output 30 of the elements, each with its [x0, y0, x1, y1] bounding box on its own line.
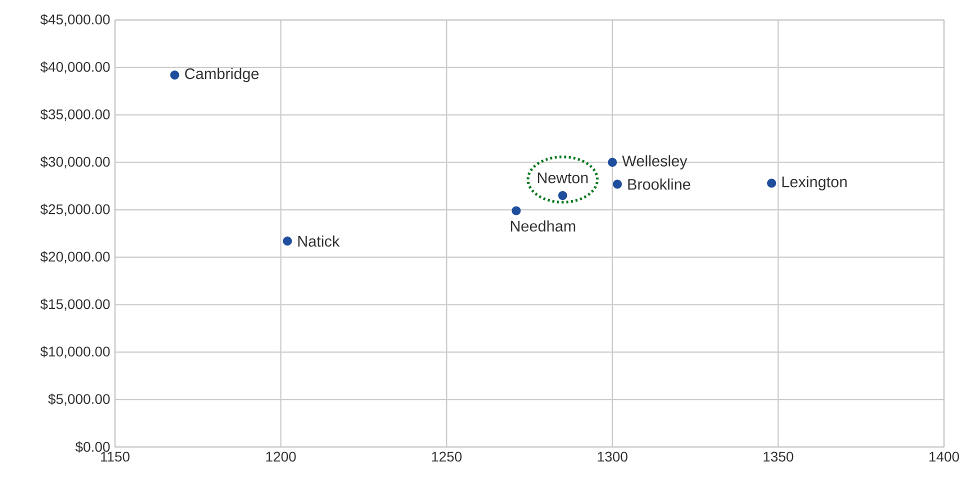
x-tick-label: 1200: [266, 452, 296, 462]
annotation: Cambridge: [185, 68, 259, 82]
point: [612, 180, 622, 189]
x-tick-label: 1400: [930, 452, 960, 462]
annotation: Newton: [538, 172, 588, 184]
point: [170, 70, 180, 80]
x-tick-label: 1350: [764, 452, 794, 462]
y-tick-label: $40,000.00: [40, 61, 110, 74]
y-tick-label: $10,000.00: [40, 346, 110, 358]
y-tick-label: $0.00: [75, 441, 110, 453]
annotation: Lexington: [782, 176, 847, 190]
x-tick-label: 1300: [598, 452, 628, 462]
x-tick-label: 1150: [101, 452, 130, 462]
y-tick-label: $45,000.00: [40, 14, 110, 26]
x-tick-label: 1250: [432, 452, 462, 462]
annotation: Brookline: [628, 178, 690, 190]
point: [767, 178, 776, 188]
y-tick-label: $25,000.00: [40, 204, 110, 216]
y-tick-label: $20,000.00: [40, 251, 110, 264]
annotation: Needham: [510, 220, 576, 232]
y-tick-label: $30,000.00: [40, 156, 110, 168]
y-tick-label: $35,000.00: [40, 108, 110, 121]
point: [282, 236, 292, 246]
y-tick-label: $5,000.00: [48, 393, 110, 406]
annotation: Wellesley: [622, 155, 688, 170]
annotation: Natick: [298, 235, 340, 247]
point: [512, 206, 521, 216]
point: [608, 158, 617, 167]
point: [558, 191, 568, 200]
y-tick-label: $15,000.00: [40, 298, 110, 311]
